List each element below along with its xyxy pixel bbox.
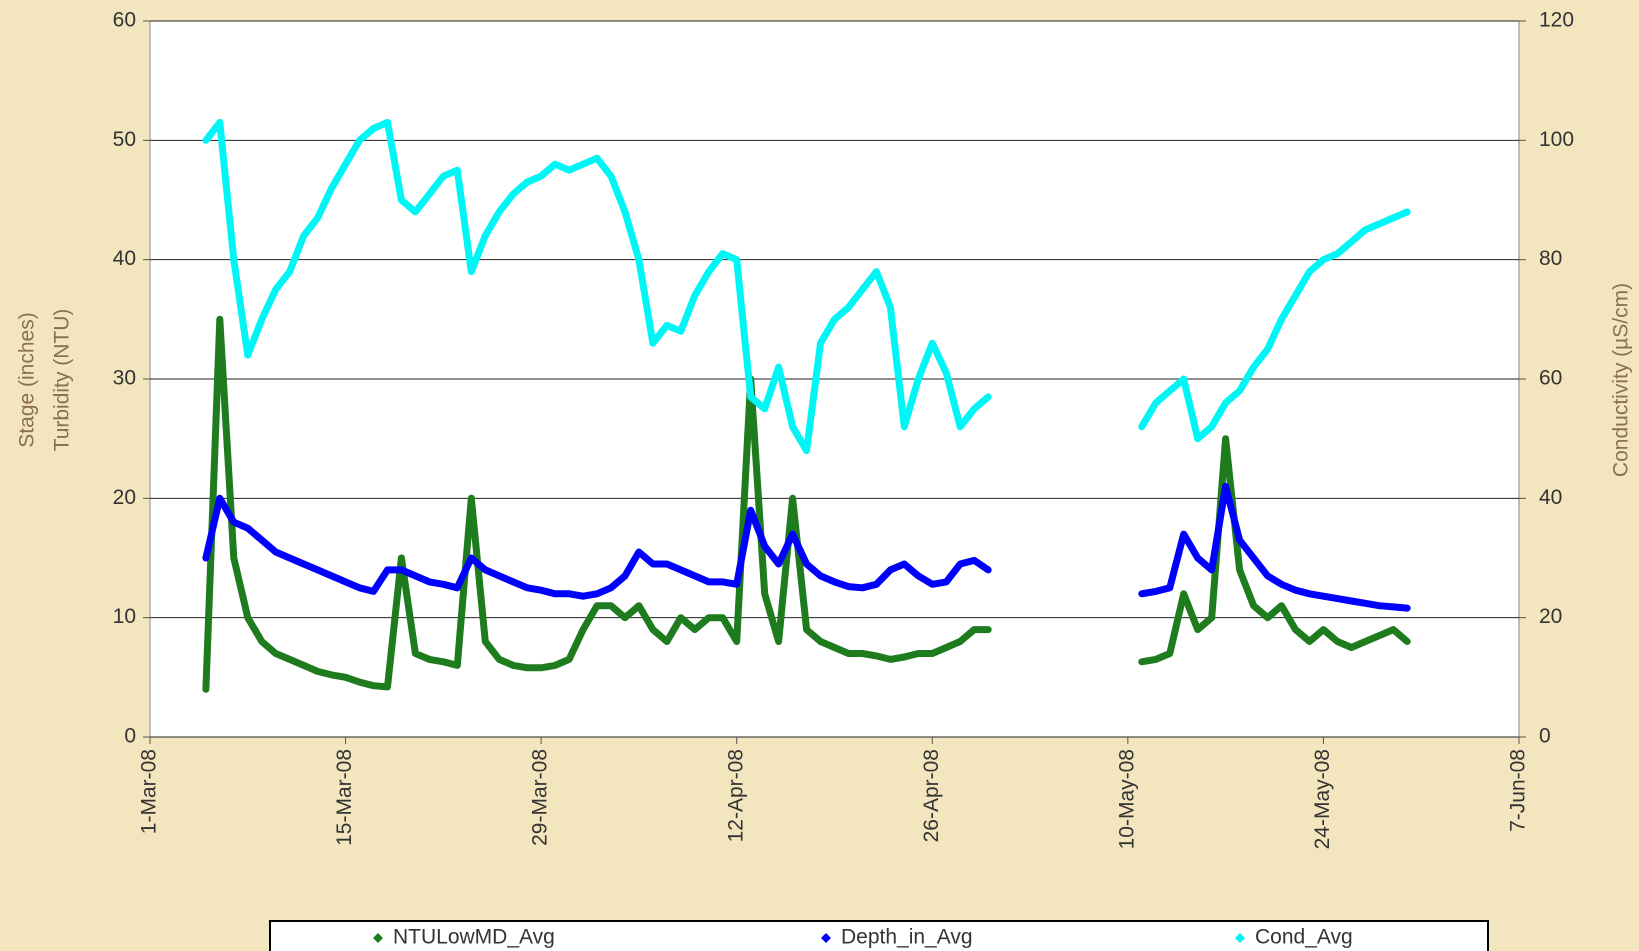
legend <box>269 920 1489 951</box>
legend-label: NTULowMD_Avg <box>393 926 555 949</box>
legend-marker <box>373 933 383 943</box>
y-axis-title: Stage (inches) <box>16 312 39 447</box>
x-tick-label: 10-May-08 <box>1115 749 1138 849</box>
series-line <box>202 118 1411 455</box>
y-tick-label: 50 <box>113 128 136 151</box>
series-line <box>202 315 1411 693</box>
y2-tick-label: 120 <box>1539 9 1574 32</box>
y2-tick-label: 40 <box>1539 486 1562 509</box>
y2-tick-label: 0 <box>1539 725 1551 748</box>
y2-tick-label: 20 <box>1539 605 1562 628</box>
legend-label: Depth_in_Avg <box>841 926 973 949</box>
x-tick-label: 26-Apr-08 <box>920 749 943 842</box>
y2-axis-title: Conductivity (µS/cm) <box>1610 283 1633 477</box>
x-tick-label: 12-Apr-08 <box>724 749 747 842</box>
y2-tick-label: 80 <box>1539 247 1562 270</box>
series-line <box>202 482 1411 612</box>
x-tick-label: 1-Mar-08 <box>138 749 161 834</box>
x-tick-label: 24-May-08 <box>1311 749 1334 849</box>
y2-tick-label: 100 <box>1539 128 1574 151</box>
y-tick-label: 30 <box>113 367 136 390</box>
y-tick-label: 10 <box>113 605 136 628</box>
y-tick-label: 0 <box>124 725 136 748</box>
y-tick-label: 20 <box>113 486 136 509</box>
legend-marker <box>821 933 831 943</box>
y-tick-label: 60 <box>113 9 136 32</box>
y-tick-label: 40 <box>113 247 136 270</box>
x-tick-label: 15-Mar-08 <box>333 749 356 846</box>
y-axis-title: Turbidity (NTU) <box>51 309 74 452</box>
y2-tick-label: 60 <box>1539 367 1562 390</box>
legend-marker <box>1235 933 1245 943</box>
legend-label: Cond_Avg <box>1255 926 1353 949</box>
x-tick-label: 7-Jun-08 <box>1507 749 1530 832</box>
x-tick-label: 29-Mar-08 <box>529 749 552 846</box>
